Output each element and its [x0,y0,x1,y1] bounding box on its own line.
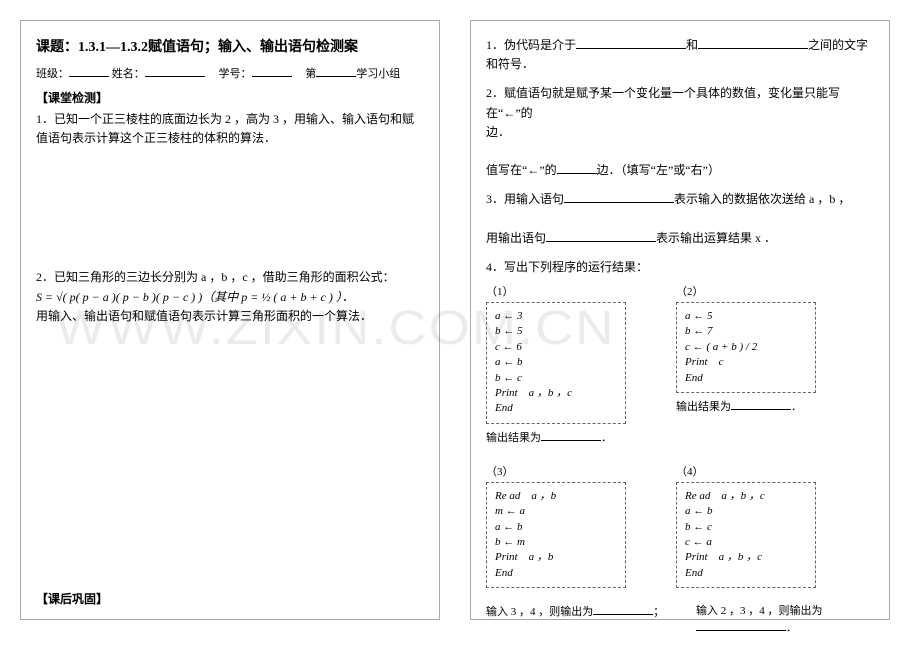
period: ． [791,401,802,413]
section-classtest: 【课堂检测】 [36,89,424,106]
question-2: 2．已知三角形的三边长分别为 a ，b ，c ，借助三角形的面积公式： S = … [36,268,424,326]
code-line: a ← b [685,504,807,519]
label-name: 姓名： [112,68,145,80]
result-2: 输出结果为 ． [676,397,816,414]
q2-line3: 用输入、输出语句和赋值语句表示计算三角形面积的一个算法． [36,309,372,323]
unit-1: （1） a ← 3 b ← 5 c ← 6 a ← b b ← c Print … [486,283,626,445]
code-line: a ← 5 [685,309,807,324]
blank-out3[interactable] [593,602,653,615]
code-line: a ← b [495,355,617,370]
code-line: End [495,566,617,581]
code-line: c ← a [685,535,807,550]
code-line: End [685,566,807,581]
result-1: 输出结果为 ． [486,428,626,445]
label-group-suffix: 学习小组 [356,68,400,80]
code-line: Re ad a ，b ，c [685,489,807,504]
r3-b: 表示输入的数据依次送给 a ，b ， [674,192,850,206]
code-line: a ← 3 [495,309,617,324]
codebox-4: Re ad a ，b ，c a ← b b ← c c ← a Print a … [676,482,816,588]
unit-2: （2） a ← 5 b ← 7 c ← ( a + b ) / 2 Print … [676,283,816,445]
codebox-1: a ← 3 b ← 5 c ← 6 a ← b b ← c Print a ，b… [486,302,626,424]
period: ． [601,432,612,444]
label-class: 班级： [36,68,69,80]
boxrow-12: （1） a ← 3 b ← 5 c ← 6 a ← b b ← c Print … [486,283,874,445]
blank-out4[interactable] [696,618,786,631]
period: ． [786,622,797,634]
right-q1: 1．伪代码是介于和之间的文字和符号． [486,36,874,74]
code-line: c ← 6 [495,340,617,355]
right-column: 1．伪代码是介于和之间的文字和符号． 2．赋值语句就是赋予某一个变化量一个具体的… [470,20,890,620]
label-4: （4） [676,463,816,479]
code-line: End [495,401,617,416]
code-line: b ← c [495,371,617,386]
blank-name[interactable] [145,64,205,77]
r2-b: 边． [486,125,510,139]
q2-line1: 2．已知三角形的三边长分别为 a ，b ，c ，借助三角形的面积公式： [36,270,395,284]
label-2: （2） [676,283,816,299]
code-line: c ← ( a + b ) / 2 [685,340,807,355]
blank-out1[interactable] [541,428,601,441]
section-afterclass: 【课后巩固】 [36,590,108,607]
r2-c: 值写在“←”的 [486,163,557,177]
student-info-line: 班级： 姓名： 学号： 第 学习小组 [36,64,424,81]
label-group-prefix: 第 [305,68,316,80]
r3-a: 3．用输入语句 [486,192,564,206]
code-line: b ← c [685,520,807,535]
question-1: 1．已知一个正三棱柱的底面边长为 2 ，高为 3 ，用输入、输入语句和赋值语句表… [36,110,424,148]
unit-3: （3） Re ad a ，b m ← a a ← b b ← m Print a… [486,463,626,588]
code-line: b ← 7 [685,324,807,339]
r3-d: 表示输出运算结果 x ． [656,231,776,245]
code-line: Print a ，b ，c [685,550,807,565]
in234: 输入 2 ，3 ，4 ，则输出为 [696,605,823,617]
label-3: （3） [486,463,626,479]
blank-out2[interactable] [731,397,791,410]
code-line: Print a ，b ，c [495,386,617,401]
codebox-3: Re ad a ，b m ← a a ← b b ← m Print a ，b … [486,482,626,588]
label-1: （1） [486,283,626,299]
boxrow-34: （3） Re ad a ，b m ← a a ← b b ← m Print a… [486,463,874,588]
code-line: Re ad a ，b [495,489,617,504]
spacer [36,158,424,268]
blank-r2[interactable] [557,161,597,174]
right-q4-head: 4．写出下列程序的运行结果： [486,258,874,277]
blank-r3-2[interactable] [546,229,656,242]
out-label: 输出结果为 [486,432,541,444]
result-3: 输入 3 ，4 ，则输出为 ； [486,602,666,635]
blank-r1-2[interactable] [698,36,808,49]
page: 课题：1.3.1—1.3.2赋值语句；输入、输出语句检测案 班级： 姓名： 学号… [20,20,900,620]
blank-group[interactable] [316,64,356,77]
blank-r3-1[interactable] [564,190,674,203]
right-q3: 3．用输入语句 表示输入的数据依次送给 a ，b ， 用输出语句 表示输出运算结果 … [486,190,874,248]
label-id: 学号： [219,68,252,80]
r2-a: 2．赋值语句就是赋予某一个变化量一个具体的数值，变化量只能写在“←”的 [486,86,840,119]
blank-id[interactable] [252,64,292,77]
page-title: 课题：1.3.1—1.3.2赋值语句；输入、输出语句检测案 [36,36,424,56]
in34: 输入 3 ，4 ，则输出为 [486,606,593,618]
out-label: 输出结果为 [676,401,731,413]
r3-c: 用输出语句 [486,231,546,245]
blank-r1-1[interactable] [576,36,686,49]
codebox-2: a ← 5 b ← 7 c ← ( a + b ) / 2 Print c En… [676,302,816,393]
code-line: End [685,371,807,386]
q2-formula: S = √( p( p − a )( p − b )( p − c ) )（其中… [36,290,354,304]
code-line: b ← 5 [495,324,617,339]
semicolon: ； [653,606,664,618]
left-column: 课题：1.3.1—1.3.2赋值语句；输入、输出语句检测案 班级： 姓名： 学号… [20,20,440,620]
unit-4: （4） Re ad a ，b ，c a ← b b ← c c ← a Prin… [676,463,816,588]
code-line: Print a ，b [495,550,617,565]
r2-d: 边．（填写“左”或“右”） [597,163,720,177]
right-q2: 2．赋值语句就是赋予某一个变化量一个具体的数值，变化量只能写在“←”的 边． 值… [486,84,874,180]
blank-class[interactable] [69,64,109,77]
code-line: a ← b [495,520,617,535]
code-line: Print c [685,355,807,370]
code-line: b ← m [495,535,617,550]
code-line: m ← a [495,504,617,519]
result-row-34: 输入 3 ，4 ，则输出为 ； 输入 2 ，3 ，4 ，则输出为 ． [486,598,874,635]
r1-a: 1．伪代码是介于 [486,38,576,52]
result-4: 输入 2 ，3 ，4 ，则输出为 ． [696,602,823,635]
r1-b: 和 [686,38,698,52]
